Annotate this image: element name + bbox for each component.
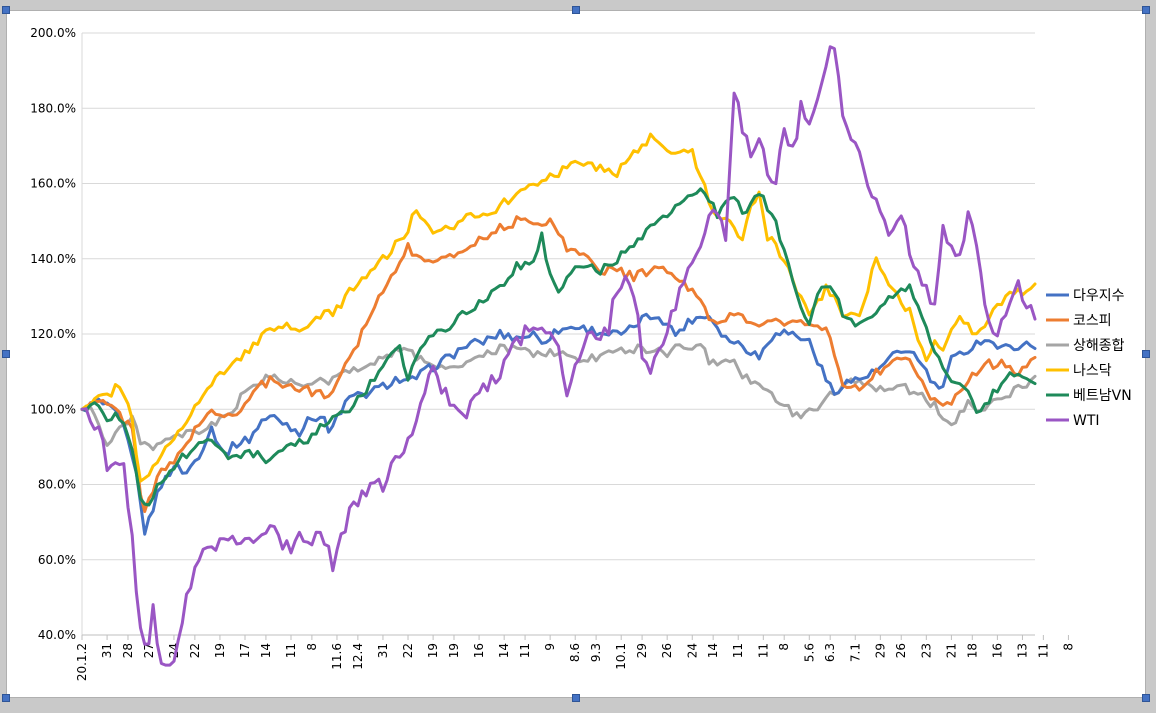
x-tick-label: 5.6 xyxy=(802,643,816,662)
y-tick-label: 180.0% xyxy=(30,101,76,115)
resize-handle-top-right[interactable] xyxy=(1142,6,1150,14)
resize-handle-bottom[interactable] xyxy=(572,694,580,702)
x-tick-label: 31 xyxy=(100,643,114,658)
x-tick-label: 9.3 xyxy=(589,643,603,662)
x-tick-label: 21 xyxy=(944,643,958,658)
y-tick-label: 60.0% xyxy=(38,553,76,567)
x-tick-label: 19 xyxy=(426,643,440,658)
x-tick-label: 29 xyxy=(873,643,887,658)
x-tick-label: 28 xyxy=(121,643,135,658)
resize-handle-right[interactable] xyxy=(1142,350,1150,358)
x-tick-label: 16 xyxy=(472,643,486,658)
x-tick-label: 23 xyxy=(919,643,933,658)
resize-handle-top-left[interactable] xyxy=(2,6,10,14)
x-tick-label: 8 xyxy=(305,643,319,651)
series-line-5 xyxy=(80,45,1037,667)
y-tick-label: 40.0% xyxy=(38,628,76,642)
x-tick-label: 11 xyxy=(518,643,532,658)
series-line-4 xyxy=(80,187,1037,507)
x-tick-label: 17 xyxy=(238,643,252,658)
legend-label: 베트남VN xyxy=(1073,388,1132,404)
y-axis: 40.0% 60.0% 80.0% 100.0% 120.0% 140.0% 160.0% 1… xyxy=(30,26,76,642)
x-tick-label: 10.1 xyxy=(614,643,628,670)
legend-label: 나스닥 xyxy=(1073,363,1112,379)
line-chart: 40.0% 60.0% 80.0% 100.0% 120.0% 140.0% 160.0% 1… xyxy=(30,26,1132,681)
y-tick-label: 80.0% xyxy=(38,478,76,492)
resize-handle-bottom-right[interactable] xyxy=(1142,694,1150,702)
chart-area[interactable]: 40.0% 60.0% 80.0% 100.0% 120.0% 140.0% 160.0% 1… xyxy=(6,10,1146,698)
x-tick-label: 13 xyxy=(1015,643,1029,658)
y-tick-label: 140.0% xyxy=(30,252,76,266)
x-tick-label: 16 xyxy=(990,643,1004,658)
legend-label: 다우지수 xyxy=(1073,288,1125,304)
x-tick-label: 8 xyxy=(777,643,791,651)
series-line-1 xyxy=(80,215,1037,513)
x-tick-label: 11 xyxy=(1036,643,1050,658)
legend-label: WTI xyxy=(1073,413,1100,429)
y-tick-label: 160.0% xyxy=(30,177,76,191)
x-tick-label: 14 xyxy=(259,643,273,658)
x-tick-label: 11 xyxy=(284,643,298,658)
x-tick-label: 12.4 xyxy=(351,643,365,670)
x-tick-label: 18 xyxy=(965,643,979,658)
legend-label: 코스피 xyxy=(1073,313,1112,329)
resize-handle-top[interactable] xyxy=(572,6,580,14)
series-layer xyxy=(80,45,1037,667)
x-tick-label: 22 xyxy=(401,643,415,658)
x-tick-label: 24 xyxy=(685,643,699,658)
x-tick-label: 8.6 xyxy=(568,643,582,662)
resize-handle-left[interactable] xyxy=(2,350,10,358)
x-tick-label: 14 xyxy=(497,643,511,658)
x-tick-label: 11 xyxy=(756,643,770,658)
x-tick-label: 19 xyxy=(213,643,227,658)
x-tick-label: 19 xyxy=(447,643,461,658)
y-tick-label: 100.0% xyxy=(30,402,76,416)
x-tick-label: 31 xyxy=(376,643,390,658)
x-tick-label: 29 xyxy=(635,643,649,658)
y-tick-label: 200.0% xyxy=(30,26,76,40)
resize-handle-bottom-left[interactable] xyxy=(2,694,10,702)
x-tick-label: 27 xyxy=(142,643,156,658)
x-tick-label: 8 xyxy=(1061,643,1075,651)
x-tick-label: 11 xyxy=(731,643,745,658)
x-tick-label: 7.1 xyxy=(848,643,862,662)
series-line-3 xyxy=(80,132,1037,483)
x-tick-label: 26 xyxy=(894,643,908,658)
x-tick-label: 9 xyxy=(543,643,557,651)
x-axis: 20.1.2 31 28 27 24 22 19 17 14 11 8 11.6 12.4 31 22 19 1… xyxy=(75,635,1075,681)
y-tick-label: 120.0% xyxy=(30,327,76,341)
x-tick-label: 26 xyxy=(660,643,674,658)
legend-label: 상해종합 xyxy=(1073,338,1125,354)
x-tick-label: 14 xyxy=(706,643,720,658)
x-tick-label: 20.1.2 xyxy=(75,643,89,681)
x-tick-label: 6.3 xyxy=(823,643,837,662)
x-tick-label: 11.6 xyxy=(330,643,344,670)
x-tick-label: 22 xyxy=(188,643,202,658)
